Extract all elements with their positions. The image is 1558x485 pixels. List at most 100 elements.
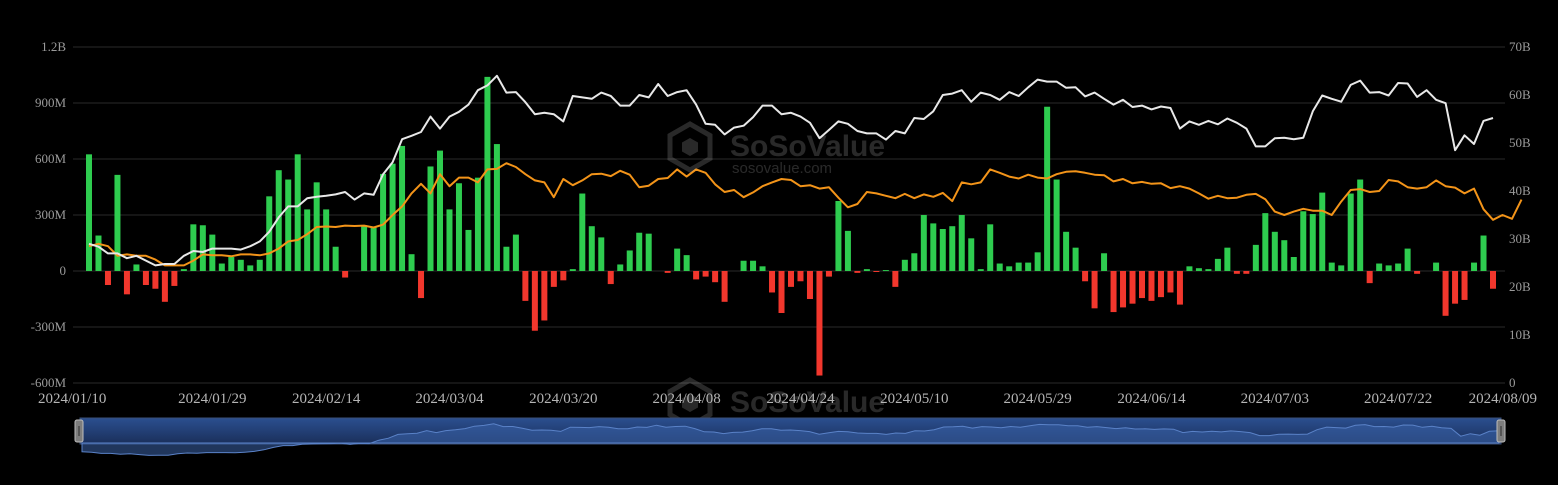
inflow-bar[interactable] bbox=[759, 266, 766, 271]
inflow-bar[interactable] bbox=[237, 259, 244, 271]
inflow-bar[interactable] bbox=[1252, 244, 1259, 271]
inflow-bar[interactable] bbox=[569, 269, 576, 271]
outflow-bar[interactable] bbox=[825, 271, 832, 277]
inflow-bar[interactable] bbox=[617, 264, 624, 271]
inflow-bar[interactable] bbox=[579, 193, 586, 271]
outflow-bar[interactable] bbox=[1157, 271, 1164, 298]
outflow-bar[interactable] bbox=[522, 271, 529, 301]
inflow-bar[interactable] bbox=[285, 179, 292, 271]
inflow-bar[interactable] bbox=[844, 230, 851, 271]
inflow-bar[interactable] bbox=[598, 237, 605, 271]
inflow-bar[interactable] bbox=[949, 226, 956, 271]
outflow-bar[interactable] bbox=[152, 271, 159, 289]
outflow-bar[interactable] bbox=[142, 271, 149, 285]
outflow-bar[interactable] bbox=[1129, 271, 1136, 304]
inflow-bar[interactable] bbox=[389, 163, 396, 271]
inflow-bar[interactable] bbox=[1357, 179, 1364, 271]
inflow-bar[interactable] bbox=[1281, 240, 1288, 271]
outflow-bar[interactable] bbox=[1452, 271, 1459, 304]
inflow-bar[interactable] bbox=[987, 224, 994, 271]
outflow-bar[interactable] bbox=[892, 271, 899, 287]
outflow-bar[interactable] bbox=[1366, 271, 1373, 284]
inflow-bar[interactable] bbox=[190, 224, 197, 271]
inflow-bar[interactable] bbox=[1471, 262, 1478, 271]
inflow-bar[interactable] bbox=[1433, 262, 1440, 271]
inflow-bar[interactable] bbox=[1385, 265, 1392, 271]
inflow-bar[interactable] bbox=[361, 225, 368, 271]
inflow-bar[interactable] bbox=[1300, 211, 1307, 271]
outflow-bar[interactable] bbox=[854, 271, 861, 273]
inflow-bar[interactable] bbox=[1376, 263, 1383, 271]
inflow-bar[interactable] bbox=[1072, 247, 1079, 271]
outflow-bar[interactable] bbox=[1243, 271, 1250, 274]
inflow-bar[interactable] bbox=[863, 269, 870, 271]
inflow-bar[interactable] bbox=[133, 264, 140, 271]
inflow-bar[interactable] bbox=[332, 246, 339, 271]
inflow-bar[interactable] bbox=[1271, 231, 1278, 271]
outflow-bar[interactable] bbox=[1233, 271, 1240, 274]
inflow-bar[interactable] bbox=[882, 270, 889, 272]
inflow-bar[interactable] bbox=[1015, 262, 1022, 271]
inflow-bar[interactable] bbox=[1063, 231, 1070, 271]
outflow-bar[interactable] bbox=[806, 271, 813, 299]
inflow-bar[interactable] bbox=[427, 166, 434, 271]
inflow-bar[interactable] bbox=[380, 173, 387, 271]
inflow-bar[interactable] bbox=[588, 226, 595, 271]
inflow-bar[interactable] bbox=[1395, 263, 1402, 271]
outflow-bar[interactable] bbox=[1091, 271, 1098, 309]
slider-handle-left[interactable] bbox=[74, 419, 84, 443]
outflow-bar[interactable] bbox=[721, 271, 728, 302]
inflow-bar[interactable] bbox=[218, 263, 225, 271]
inflow-bar[interactable] bbox=[996, 263, 1003, 271]
inflow-bar[interactable] bbox=[1034, 252, 1041, 271]
inflow-bar[interactable] bbox=[114, 174, 121, 271]
inflow-bar[interactable] bbox=[636, 232, 643, 271]
inflow-bar[interactable] bbox=[835, 201, 842, 271]
outflow-bar[interactable] bbox=[664, 271, 671, 273]
inflow-bar[interactable] bbox=[939, 229, 946, 271]
outflow-bar[interactable] bbox=[1148, 271, 1155, 301]
inflow-bar[interactable] bbox=[437, 150, 443, 271]
outflow-bar[interactable] bbox=[560, 271, 567, 281]
outflow-bar[interactable] bbox=[123, 271, 130, 295]
inflow-bar[interactable] bbox=[1224, 247, 1231, 271]
orange-series-line[interactable] bbox=[88, 162, 1523, 267]
inflow-bar[interactable] bbox=[1338, 265, 1345, 271]
inflow-bar[interactable] bbox=[266, 196, 273, 271]
inflow-bar[interactable] bbox=[958, 215, 965, 271]
outflow-bar[interactable] bbox=[769, 271, 776, 293]
inflow-bar[interactable] bbox=[1205, 269, 1212, 271]
outflow-bar[interactable] bbox=[1110, 271, 1117, 313]
inflow-bar[interactable] bbox=[323, 209, 330, 271]
inflow-bar[interactable] bbox=[474, 177, 481, 271]
inflow-bar[interactable] bbox=[911, 253, 918, 271]
outflow-bar[interactable] bbox=[702, 271, 709, 277]
inflow-bar[interactable] bbox=[199, 225, 206, 271]
inflow-bar[interactable] bbox=[1101, 253, 1108, 271]
outflow-bar[interactable] bbox=[788, 271, 794, 287]
inflow-bar[interactable] bbox=[503, 246, 510, 271]
outflow-bar[interactable] bbox=[1120, 271, 1127, 308]
inflow-bar[interactable] bbox=[626, 250, 633, 271]
inflow-bar[interactable] bbox=[1025, 262, 1032, 271]
inflow-bar[interactable] bbox=[930, 223, 937, 271]
inflow-bar[interactable] bbox=[740, 260, 747, 271]
outflow-bar[interactable] bbox=[816, 271, 823, 376]
outflow-bar[interactable] bbox=[1490, 271, 1496, 289]
inflow-bar[interactable] bbox=[1214, 258, 1221, 271]
inflow-bar[interactable] bbox=[977, 269, 984, 271]
inflow-bar[interactable] bbox=[209, 234, 216, 271]
inflow-bar[interactable] bbox=[1044, 106, 1051, 271]
outflow-bar[interactable] bbox=[1139, 271, 1145, 299]
inflow-bar[interactable] bbox=[484, 76, 491, 271]
inflow-bar[interactable] bbox=[408, 254, 415, 271]
inflow-bar[interactable] bbox=[901, 259, 908, 271]
outflow-bar[interactable] bbox=[607, 271, 614, 285]
inflow-bar[interactable] bbox=[1262, 213, 1269, 271]
outflow-bar[interactable] bbox=[541, 271, 548, 321]
data-zoom-slider[interactable] bbox=[74, 417, 1506, 456]
inflow-bar[interactable] bbox=[512, 234, 519, 271]
inflow-bar[interactable] bbox=[674, 248, 681, 271]
outflow-bar[interactable] bbox=[1167, 271, 1174, 293]
inflow-bar[interactable] bbox=[446, 209, 453, 271]
